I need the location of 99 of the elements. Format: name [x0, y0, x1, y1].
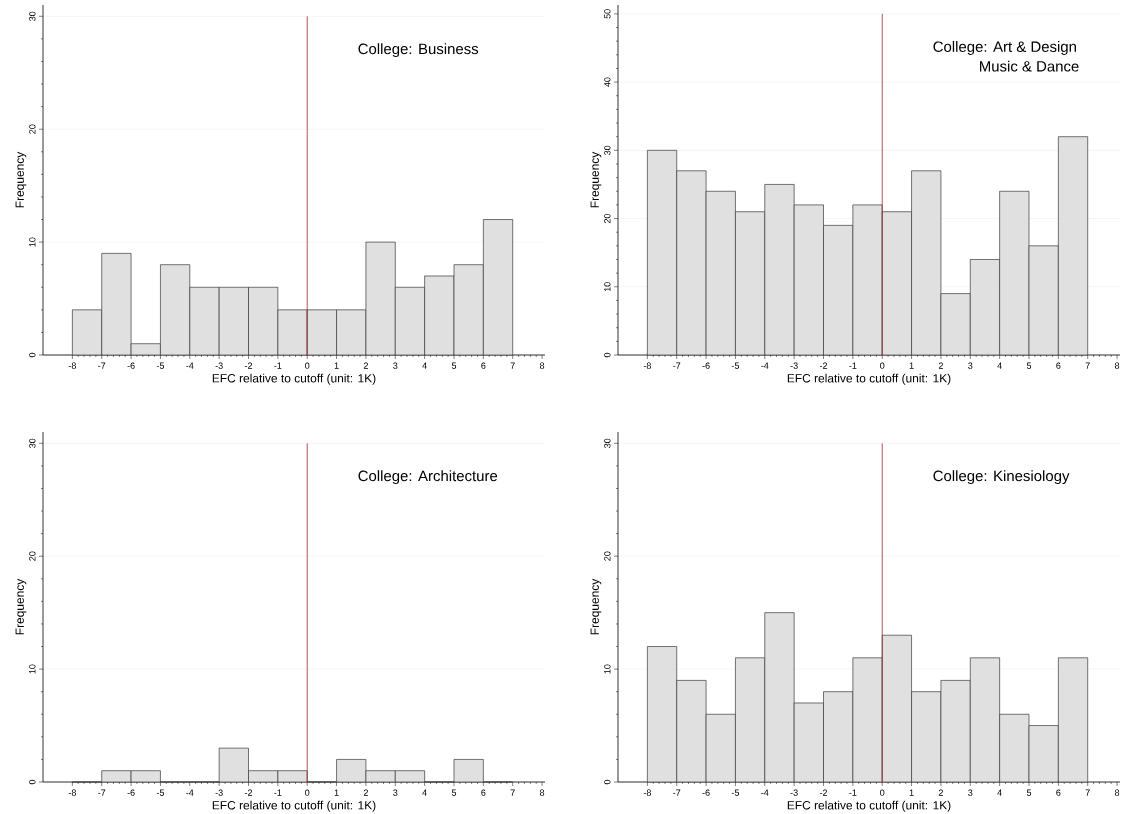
x-tick-label: 6 — [481, 789, 486, 796]
annotation: Music & Dance — [980, 60, 1079, 72]
x-tick-label: 1 — [909, 362, 914, 369]
x-tick-label: 5 — [451, 362, 457, 369]
y-tick-label: 10 — [29, 237, 36, 247]
x-tick-label: -8 — [643, 789, 651, 796]
x-tick-label: 7 — [1085, 789, 1090, 796]
x-tick-label: 0 — [305, 362, 310, 369]
x-tick-label: 6 — [481, 362, 486, 369]
y-axis-title: Frequency — [590, 578, 602, 635]
x-tick-label: -5 — [731, 362, 740, 369]
x-tick-label: -4 — [761, 789, 769, 796]
x-tick-label: -3 — [790, 789, 798, 796]
x-tick-label: 8 — [539, 789, 545, 796]
y-tick-label: 0 — [29, 779, 36, 785]
y-tick-label: 20 — [604, 213, 611, 224]
y-tick-label: 50 — [604, 9, 611, 19]
x-tick-label: 0 — [305, 789, 310, 796]
y-tick-label: 0 — [604, 352, 611, 358]
x-tick-label: 0 — [880, 362, 885, 369]
annotation: College: Architecture — [358, 470, 498, 485]
x-tick-label: 2 — [938, 789, 943, 796]
x-tick-label: 4 — [422, 362, 427, 369]
x-tick-label: 4 — [422, 789, 427, 796]
x-tick-label: 5 — [451, 789, 457, 796]
x-tick-label: -3 — [790, 362, 798, 369]
x-tick-label: 2 — [363, 789, 368, 796]
x-tick-label: -8 — [68, 789, 76, 796]
x-tick-label: 3 — [393, 789, 398, 796]
x-tick-label: -6 — [127, 362, 135, 369]
y-tick-label: 20 — [29, 124, 36, 134]
x-tick-label: -7 — [98, 789, 106, 796]
x-tick-label: -3 — [215, 789, 223, 796]
x-tick-label: -4 — [186, 789, 194, 796]
x-tick-label: 6 — [1056, 362, 1061, 369]
x-tick-label: -2 — [819, 789, 828, 796]
x-tick-label: -1 — [849, 789, 857, 796]
x-tick-label: -8 — [643, 362, 651, 369]
y-tick-label: 10 — [29, 664, 36, 674]
x-tick-label: 5 — [1026, 789, 1032, 796]
x-tick-label: -5 — [156, 362, 165, 369]
x-tick-label: -5 — [156, 789, 165, 796]
x-tick-label: -7 — [673, 362, 681, 369]
x-tick-label: -7 — [673, 789, 681, 796]
x-tick-label: 6 — [1056, 789, 1061, 796]
x-tick-label: 3 — [968, 362, 973, 369]
x-tick-label: 1 — [909, 789, 914, 796]
y-axis-title: Frequency — [15, 151, 27, 208]
x-tick-label: -6 — [702, 362, 710, 369]
y-tick-label: 30 — [29, 11, 36, 21]
y-tick-label: 40 — [604, 77, 611, 87]
x-tick-label: 8 — [1114, 789, 1120, 796]
y-tick-label: 10 — [604, 282, 611, 292]
y-tick-label: 0 — [604, 779, 611, 785]
y-axis-title: Frequency — [15, 578, 27, 635]
x-axis-title: EFC relative to cutoff (unit: 1K) — [787, 800, 951, 812]
x-tick-label: -2 — [244, 362, 253, 369]
y-axis-title: Frequency — [590, 151, 602, 208]
x-axis-title: EFC relative to cutoff (unit: 1K) — [212, 800, 376, 812]
y-tick-label: 30 — [604, 438, 611, 448]
x-tick-label: 7 — [510, 362, 515, 369]
x-tick-label: 0 — [880, 789, 885, 796]
x-tick-label: -2 — [819, 362, 828, 369]
y-tick-label: 30 — [29, 438, 36, 448]
x-tick-label: -3 — [215, 362, 223, 369]
x-tick-label: 8 — [539, 362, 545, 369]
x-tick-label: 2 — [938, 362, 943, 369]
y-tick-label: 0 — [29, 352, 36, 358]
x-tick-label: -2 — [244, 789, 253, 796]
x-tick-label: 4 — [997, 362, 1002, 369]
x-tick-label: 1 — [334, 362, 339, 369]
annotation: College: Art & Design — [933, 41, 1076, 55]
y-tick-label: 30 — [604, 145, 611, 155]
x-tick-label: 7 — [510, 789, 515, 796]
x-tick-label: -4 — [186, 362, 194, 369]
x-tick-label: 5 — [1026, 362, 1032, 369]
x-tick-label: -1 — [274, 362, 282, 369]
x-tick-label: -4 — [761, 362, 769, 369]
y-tick-label: 10 — [604, 664, 611, 674]
y-tick-label: 20 — [604, 551, 611, 561]
x-tick-label: 7 — [1085, 362, 1090, 369]
x-tick-label: -6 — [702, 789, 710, 796]
x-tick-label: -5 — [731, 789, 740, 796]
x-axis-title: EFC relative to cutoff (unit: 1K) — [787, 373, 951, 385]
x-tick-label: -1 — [849, 362, 857, 369]
x-tick-label: -8 — [68, 362, 76, 369]
annotation: College: Kinesiology — [933, 470, 1070, 485]
x-tick-label: -7 — [98, 362, 106, 369]
annotation: College: Business — [358, 43, 479, 58]
x-tick-label: 4 — [997, 789, 1002, 796]
x-tick-label: 3 — [393, 362, 398, 369]
x-tick-label: 3 — [968, 789, 973, 796]
x-axis-title: EFC relative to cutoff (unit: 1K) — [212, 373, 376, 385]
x-tick-label: 8 — [1114, 362, 1120, 369]
x-tick-label: -1 — [274, 789, 282, 796]
x-tick-label: -6 — [127, 789, 135, 796]
x-tick-label: 2 — [363, 362, 368, 369]
y-tick-label: 20 — [29, 551, 36, 561]
x-tick-label: 1 — [334, 789, 339, 796]
